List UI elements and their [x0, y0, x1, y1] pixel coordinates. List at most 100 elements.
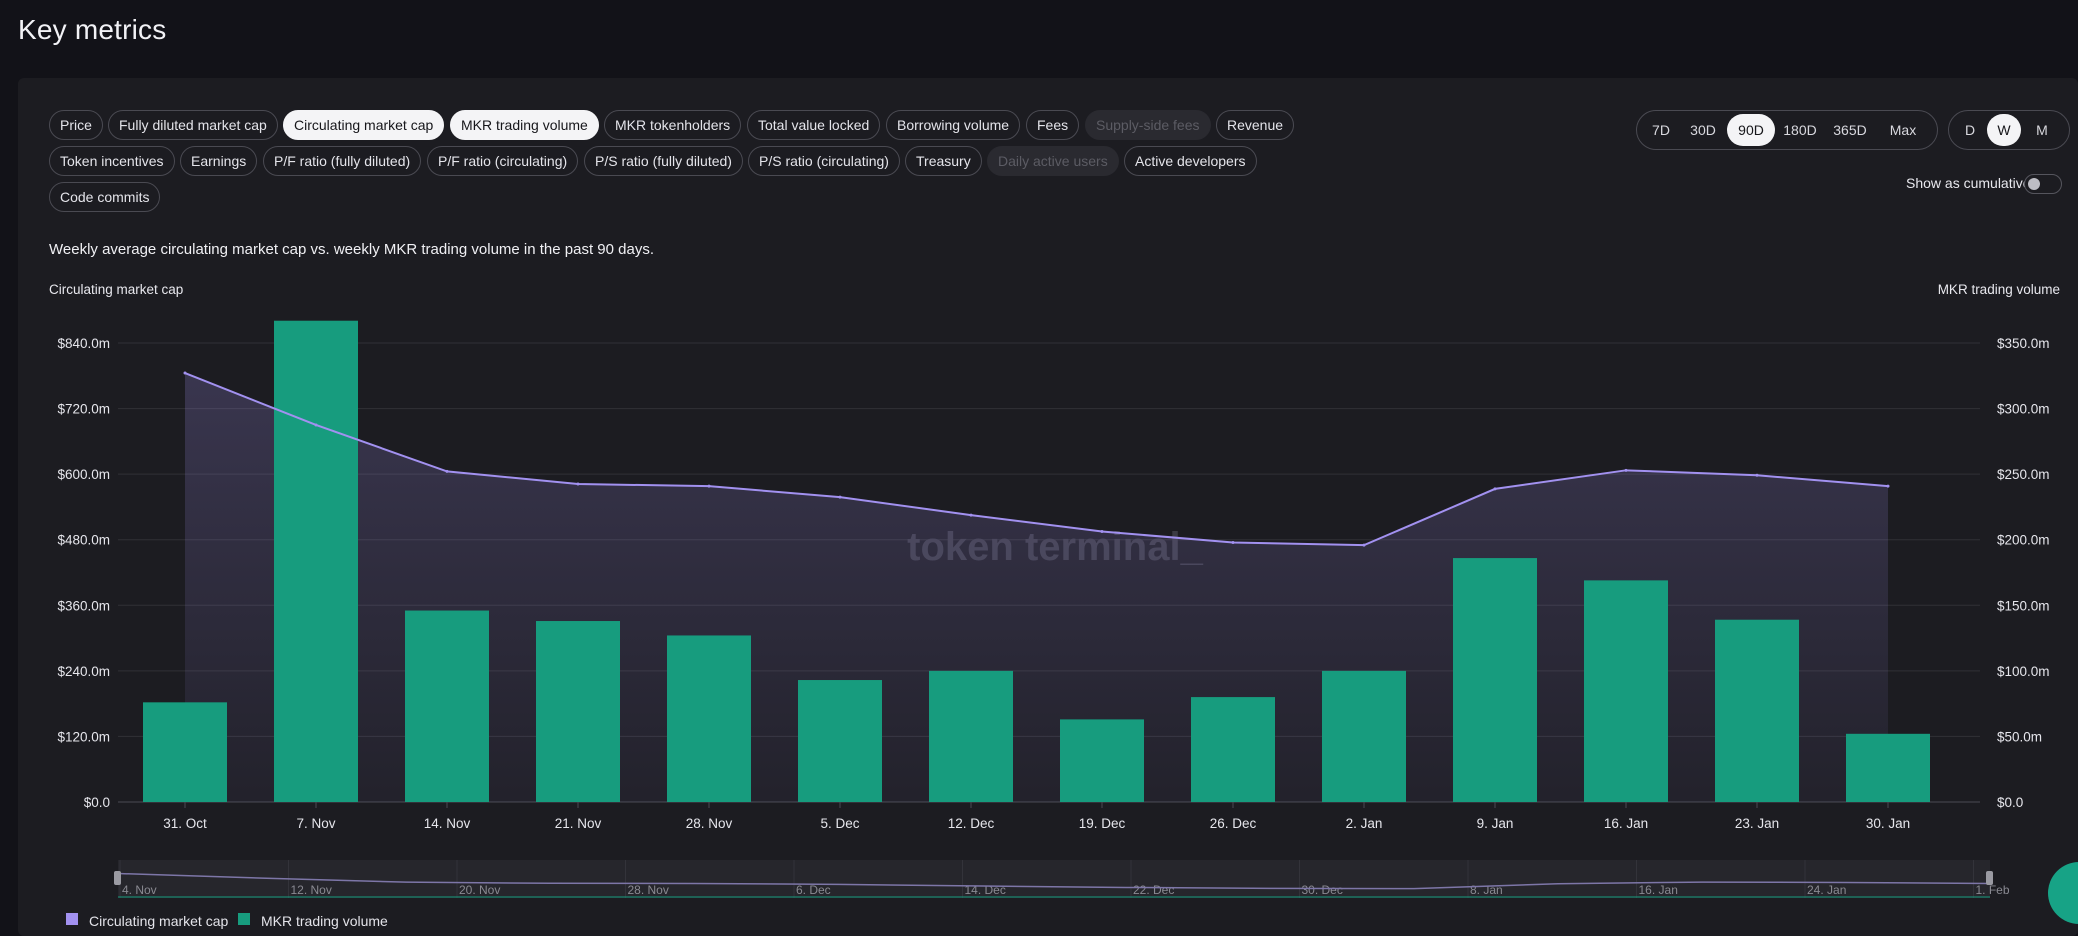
x-tick-label: 5. Dec — [820, 816, 859, 831]
legend-label-trading-volume[interactable]: MKR trading volume — [261, 913, 388, 929]
line-circulating-market-cap[interactable] — [184, 372, 1889, 547]
x-tick-label: 21. Nov — [555, 816, 602, 831]
range-button-90d[interactable]: 90D — [1727, 114, 1775, 146]
point-circulating-market-cap[interactable] — [1755, 473, 1759, 477]
x-tick-label: 19. Dec — [1079, 816, 1126, 831]
granularity-button-w[interactable]: W — [1987, 114, 2021, 146]
legend-label-market-cap[interactable]: Circulating market cap — [89, 913, 229, 929]
bar-mkr-trading-volume[interactable] — [798, 680, 882, 802]
bar-mkr-trading-volume[interactable] — [1846, 733, 1930, 802]
bar-mkr-trading-volume[interactable] — [143, 702, 227, 802]
metric-pill-p-s-ratio-circulating[interactable]: P/S ratio (circulating) — [748, 146, 900, 176]
x-tick-label: 23. Jan — [1735, 816, 1779, 831]
granularity-button-m[interactable]: M — [2036, 122, 2048, 138]
bar-mkr-trading-volume[interactable] — [274, 320, 358, 802]
point-circulating-market-cap[interactable] — [1100, 530, 1104, 534]
metric-pill-treasury[interactable]: Treasury — [905, 146, 982, 176]
legend-swatch-trading-volume — [238, 913, 250, 925]
point-circulating-market-cap[interactable] — [707, 484, 711, 488]
bar-mkr-trading-volume[interactable] — [929, 670, 1013, 802]
cumulative-toggle[interactable] — [2024, 174, 2062, 194]
x-tick-label: 12. Dec — [948, 816, 995, 831]
metric-pill-circulating-market-cap[interactable]: Circulating market cap — [283, 110, 445, 140]
metric-pill-daily-active-users: Daily active users — [987, 146, 1119, 176]
point-circulating-market-cap[interactable] — [183, 371, 187, 375]
x-tick-label: 31. Oct — [163, 816, 207, 831]
point-circulating-market-cap[interactable] — [576, 482, 580, 486]
range-button-180d[interactable]: 180D — [1783, 122, 1817, 138]
bar-mkr-trading-volume[interactable] — [1060, 719, 1144, 802]
navigator-handle-right[interactable] — [1986, 871, 1993, 885]
metric-pill-fees[interactable]: Fees — [1026, 110, 1080, 140]
x-tick-label: 28. Nov — [686, 816, 733, 831]
right-tick-label: $100.0m — [1997, 664, 2050, 679]
metric-pill-fully-diluted-market-cap[interactable]: Fully diluted market cap — [108, 110, 278, 140]
metric-pill-supply-side-fees: Supply-side fees — [1085, 110, 1211, 140]
metric-pill-earnings[interactable]: Earnings — [180, 146, 258, 176]
point-circulating-market-cap[interactable] — [1886, 484, 1890, 488]
point-circulating-market-cap[interactable] — [969, 513, 973, 517]
legend-swatch-market-cap — [66, 913, 78, 925]
granularity-button-d[interactable]: D — [1964, 122, 1976, 138]
point-circulating-market-cap[interactable] — [838, 495, 842, 499]
x-tick-label: 16. Jan — [1604, 816, 1648, 831]
navigator-series-line — [117, 872, 1991, 890]
bar-mkr-trading-volume[interactable] — [1584, 580, 1668, 802]
navigator-handle-left[interactable] — [114, 871, 121, 885]
range-button-365d[interactable]: 365D — [1833, 122, 1867, 138]
bar-mkr-trading-volume[interactable] — [667, 635, 751, 802]
point-circulating-market-cap[interactable] — [1493, 487, 1497, 491]
bar-mkr-trading-volume[interactable] — [405, 610, 489, 802]
navigator-label: 1. Feb — [1976, 883, 2010, 897]
point-circulating-market-cap[interactable] — [445, 469, 449, 473]
metric-pill-active-developers[interactable]: Active developers — [1124, 146, 1257, 176]
navigator-label: 14. Dec — [965, 883, 1006, 897]
x-tick-label: 14. Nov — [424, 816, 471, 831]
right-axis-title: MKR trading volume — [1937, 282, 2060, 297]
left-tick-label: $120.0m — [57, 729, 110, 744]
right-tick-label: $50.0m — [1997, 729, 2042, 744]
right-tick-label: $350.0m — [1997, 336, 2050, 351]
point-circulating-market-cap[interactable] — [314, 423, 318, 427]
metric-pill-p-s-ratio-fully-diluted[interactable]: P/S ratio (fully diluted) — [584, 146, 743, 176]
left-axis-title: Circulating market cap — [49, 282, 184, 297]
metric-pill-revenue[interactable]: Revenue — [1216, 110, 1295, 140]
metric-pill-mkr-tokenholders[interactable]: MKR tokenholders — [604, 110, 742, 140]
right-tick-label: $200.0m — [1997, 533, 2050, 548]
navigator-label: 28. Nov — [628, 883, 669, 897]
range-button-30d[interactable]: 30D — [1690, 122, 1716, 138]
navigator-label: 24. Jan — [1807, 883, 1846, 897]
metric-pill-token-incentives[interactable]: Token incentives — [49, 146, 175, 176]
navigator-label: 6. Dec — [796, 883, 831, 897]
metric-pill-price[interactable]: Price — [49, 110, 103, 140]
metric-pill-borrowing-volume[interactable]: Borrowing volume — [886, 110, 1021, 140]
metric-pill-code-commits[interactable]: Code commits — [49, 182, 161, 212]
navigator-track[interactable] — [118, 860, 1990, 898]
left-tick-label: $240.0m — [57, 664, 110, 679]
range-button-max[interactable]: Max — [1889, 122, 1917, 138]
left-tick-label: $480.0m — [57, 533, 110, 548]
metric-pill-total-value-locked[interactable]: Total value locked — [747, 110, 881, 140]
metric-pill-p-f-ratio-fully-diluted[interactable]: P/F ratio (fully diluted) — [263, 146, 422, 176]
left-tick-label: $600.0m — [57, 467, 110, 482]
metric-pill-mkr-trading-volume[interactable]: MKR trading volume — [450, 110, 599, 140]
point-circulating-market-cap[interactable] — [1362, 543, 1366, 547]
bar-mkr-trading-volume[interactable] — [1453, 558, 1537, 802]
page-title: Key metrics — [18, 14, 167, 45]
metric-pill-p-f-ratio-circulating[interactable]: P/F ratio (circulating) — [427, 146, 579, 176]
toggle-knob — [2028, 178, 2040, 190]
bar-mkr-trading-volume[interactable] — [1715, 619, 1799, 802]
x-tick-label: 30. Jan — [1866, 816, 1910, 831]
point-circulating-market-cap[interactable] — [1624, 468, 1628, 472]
range-selector: 7D 30D 90D 180D 365D Max — [1636, 110, 1938, 150]
bar-mkr-trading-volume[interactable] — [1191, 697, 1275, 802]
right-tick-label: $150.0m — [1997, 598, 2050, 613]
range-button-7d[interactable]: 7D — [1652, 122, 1670, 138]
bar-mkr-trading-volume[interactable] — [536, 621, 620, 802]
x-tick-label: 9. Jan — [1477, 816, 1514, 831]
right-tick-label: $250.0m — [1997, 467, 2050, 482]
point-circulating-market-cap[interactable] — [1231, 540, 1235, 544]
bar-mkr-trading-volume[interactable] — [1322, 670, 1406, 802]
